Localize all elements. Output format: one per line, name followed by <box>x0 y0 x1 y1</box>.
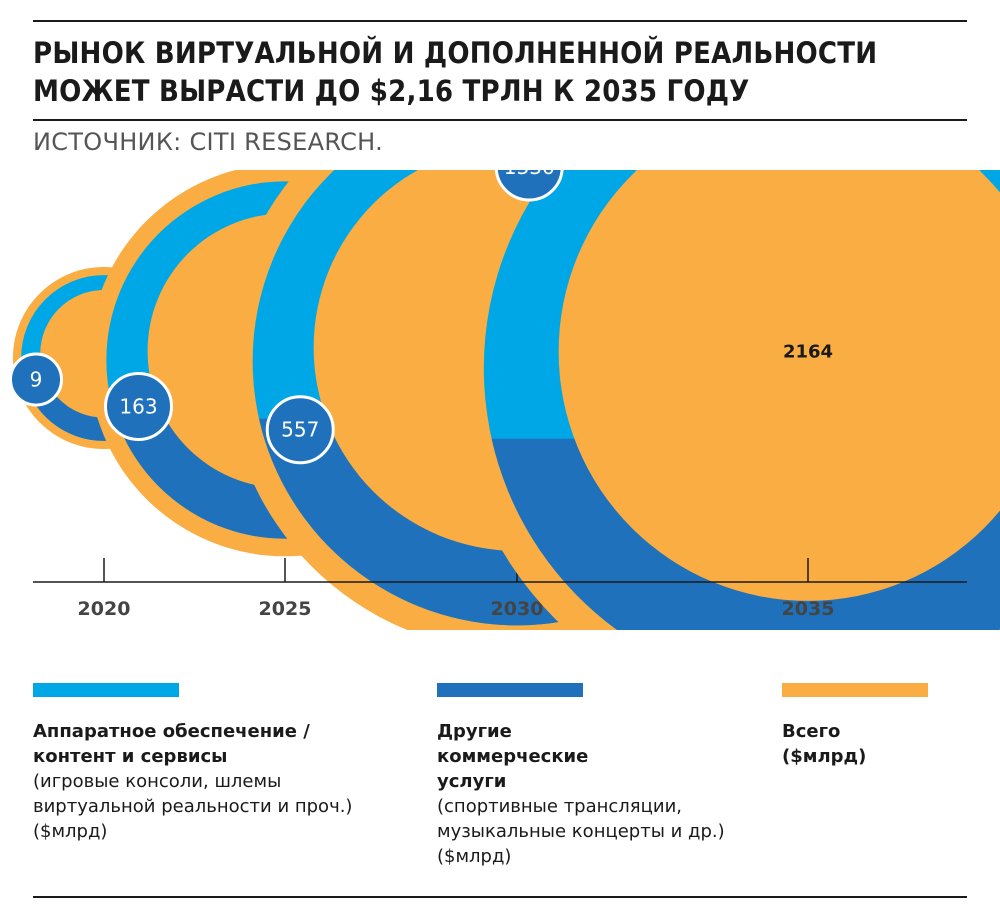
legend-unit-hardware: ($млрд) <box>33 821 108 842</box>
bottom-rule <box>33 896 967 898</box>
legend-swatch-hardware <box>33 683 179 697</box>
commercial-value-badge <box>494 170 564 202</box>
commercial-value-label: 1336 <box>504 170 555 179</box>
total-label: 2164 <box>783 342 833 363</box>
commercial-value-label: 9 <box>30 368 43 392</box>
legend-swatch-commercial <box>437 683 583 697</box>
commercial-value-label: 557 <box>281 418 319 442</box>
legend-title-hardware: Аппаратное обеспечение / контент и серви… <box>33 721 310 767</box>
chart-title: РЫНОК ВИРТУАЛЬНОЙ И ДОПОЛНЕННОЙ РЕАЛЬНОС… <box>33 36 878 108</box>
top-rule <box>33 20 967 22</box>
commercial-value-badge <box>104 371 174 441</box>
legend-desc-commercial: (спортивные трансляции, музыкальные конц… <box>437 796 725 842</box>
legend-desc-hardware: (игровые консоли, шлемы виртуальной реал… <box>33 771 353 817</box>
commercial-value-badge <box>265 395 335 465</box>
legend-total: Всего ($млрд) <box>782 683 967 769</box>
source-note: ИСТОЧНИК: CITI RESEARCH. <box>33 128 384 156</box>
legend-hardware: Аппаратное обеспечение / контент и серви… <box>33 683 393 844</box>
commercial-value-label: 163 <box>119 394 157 418</box>
x-tick-label: 2020 <box>78 598 131 620</box>
legend-title-commercial: Другие коммерческие услуги <box>437 721 589 792</box>
legend-title-total: Всего ($млрд) <box>782 721 867 767</box>
x-tick-label: 2035 <box>782 598 835 620</box>
bubble-2035: 21641336827 <box>451 170 1000 630</box>
legend-unit-commercial: ($млрд) <box>437 846 512 867</box>
legend-commercial: Другие коммерческие услуги (спортивные т… <box>437 683 757 869</box>
x-tick-label: 2030 <box>491 598 544 620</box>
bubble-chart: 8097120205691634062025138455782720302164… <box>9 170 1000 630</box>
total-core <box>558 170 1000 601</box>
commercial-value-badge <box>9 352 64 407</box>
x-tick-label: 2025 <box>259 598 312 620</box>
title-rule <box>33 119 967 121</box>
legend-swatch-total <box>782 683 928 697</box>
